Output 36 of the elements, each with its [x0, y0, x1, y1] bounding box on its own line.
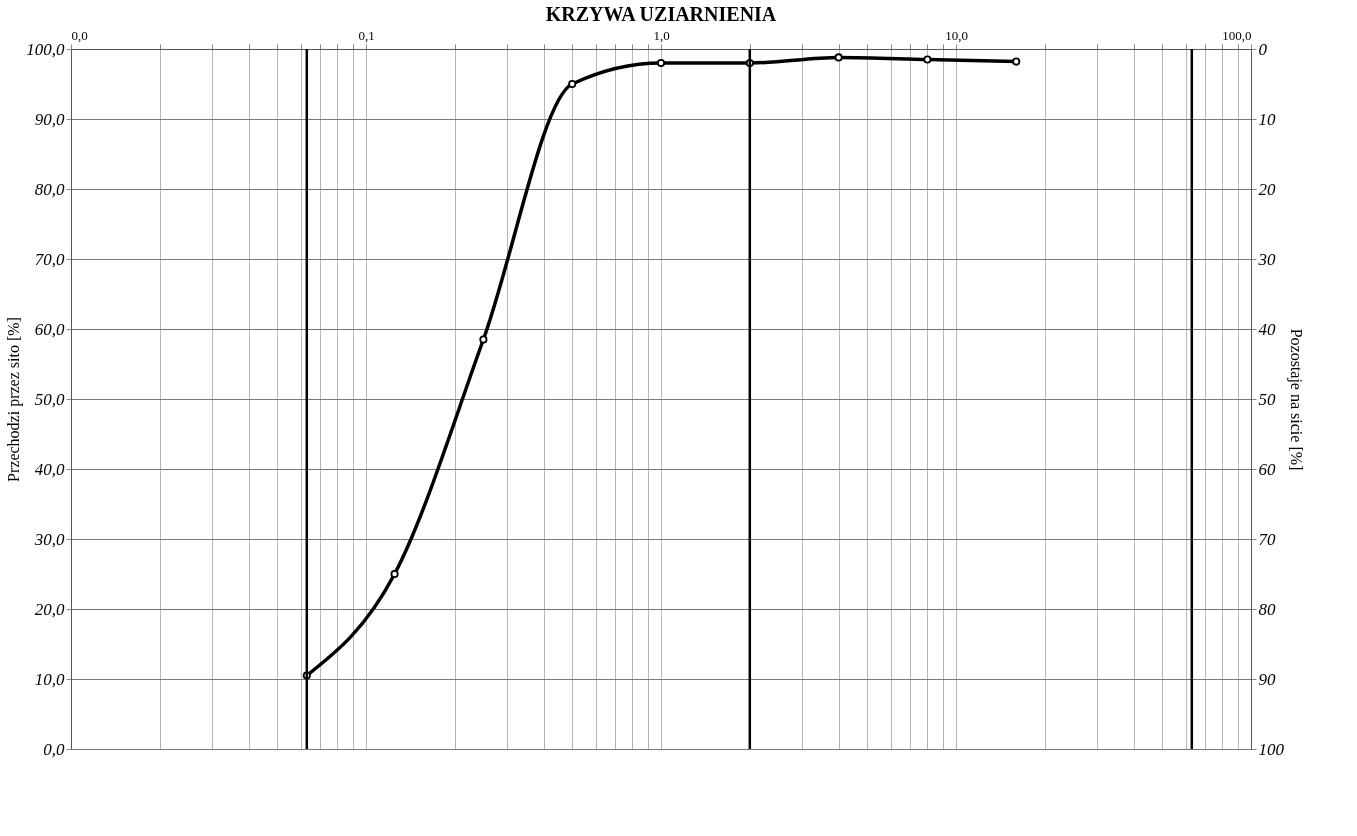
- point: [479, 335, 488, 344]
- chart-title: KRZYWA UZIARNIENIA: [545, 3, 777, 25]
- y-tick-label: 10,0: [34, 669, 65, 689]
- y-tick-label: 50,0: [34, 389, 65, 409]
- y2-tick-label: 10: [1258, 109, 1276, 129]
- y-tick-label: 90,0: [34, 109, 65, 129]
- y2-tick-label: 80: [1258, 599, 1276, 619]
- y-tick-label: 80,0: [34, 179, 65, 199]
- x-tick-label: 0,1: [358, 27, 375, 43]
- y2-tick-label: 30: [1257, 249, 1276, 269]
- y2-tick-label: 60: [1258, 459, 1276, 479]
- point: [1012, 57, 1021, 66]
- y-tick-label: 60,0: [34, 319, 65, 339]
- y-tick-label: 0,0: [43, 739, 65, 759]
- point: [834, 53, 843, 62]
- y-tick-label: 70,0: [34, 249, 65, 269]
- y2-tick-label: 70: [1258, 529, 1276, 549]
- y2-tick-label: 0: [1258, 39, 1268, 59]
- y2-tick-label: 100: [1258, 739, 1285, 759]
- point: [656, 58, 666, 68]
- y2-tick-label: 90: [1258, 669, 1276, 689]
- y-axis-title: Przechodzi przez sito [%]: [5, 317, 24, 482]
- x-tick-label: 0,0: [71, 27, 88, 43]
- point: [390, 569, 399, 579]
- x-tick-label: 1,0: [653, 27, 670, 43]
- y-tick-label: 40,0: [34, 459, 65, 479]
- y2-tick-label: 20: [1258, 179, 1276, 199]
- y2-tick-label: 50: [1258, 389, 1276, 409]
- y-tick-label: 20,0: [34, 599, 65, 619]
- x-tick-label: 10,0: [945, 27, 968, 43]
- y-tick-label: 30,0: [33, 529, 65, 549]
- y2-axis-title: Pozostaje na sicie [%]: [1287, 328, 1305, 471]
- y2-tick-label: 40: [1258, 319, 1276, 339]
- x-tick-label: 100,0: [1222, 27, 1252, 43]
- point: [923, 55, 932, 64]
- point: [568, 79, 577, 89]
